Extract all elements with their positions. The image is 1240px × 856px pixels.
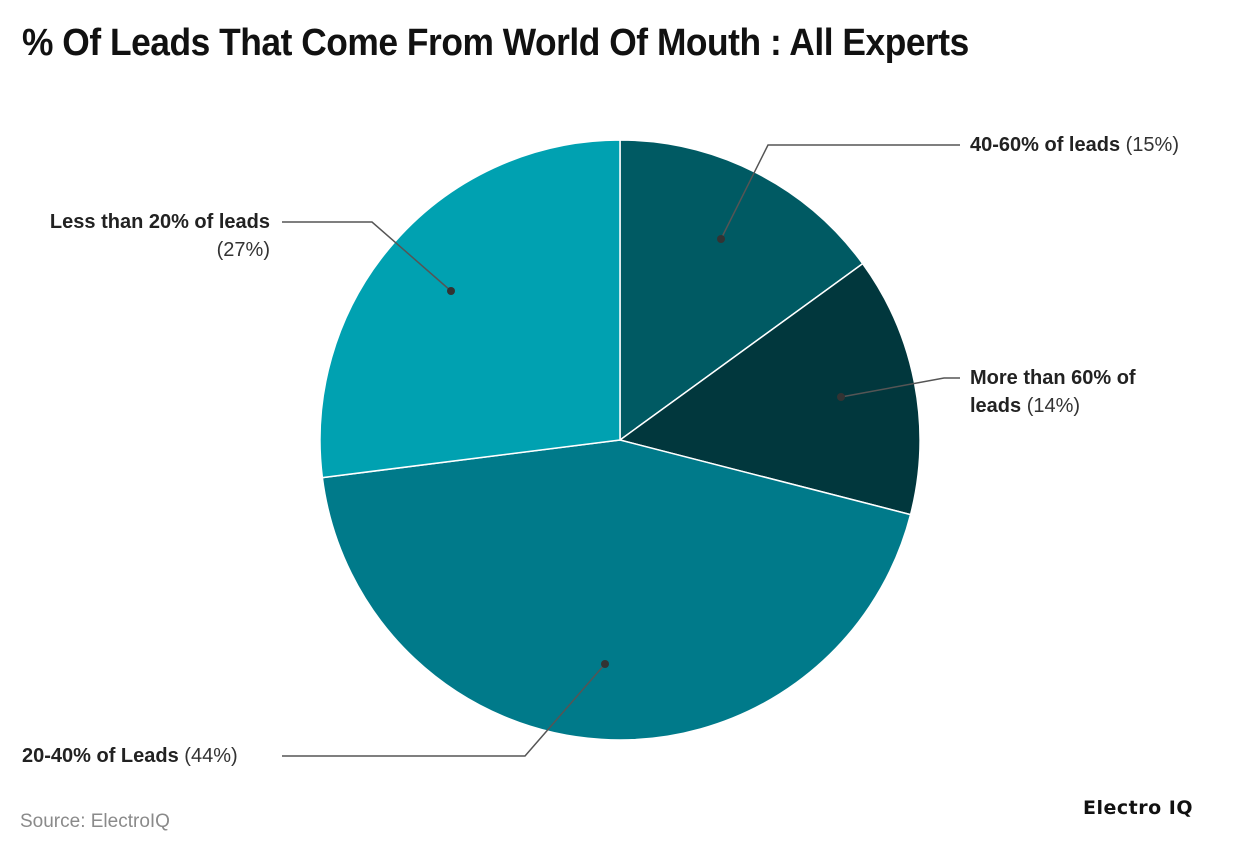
label-name: Less than 20% of leads bbox=[49, 211, 270, 233]
leader-dot-60-plus bbox=[837, 393, 845, 401]
pie-slice-40-60-of-leads bbox=[619, 139, 864, 442]
source-note: Source: ElectroIQ bbox=[20, 811, 170, 832]
label-40-60-leads: 40-60% of leads (15%) bbox=[970, 131, 1179, 159]
leader-line-20-40 bbox=[282, 663, 606, 757]
brand-logo: Electro IQ bbox=[1083, 797, 1193, 819]
leader-dot-less-20 bbox=[447, 287, 455, 295]
leader-line-less-20 bbox=[282, 221, 452, 292]
pie-slices bbox=[319, 139, 921, 741]
leader-line-40-60 bbox=[720, 144, 960, 240]
leader-dot-20-40 bbox=[601, 660, 609, 668]
label-name-line1: More than 60% of bbox=[970, 367, 1136, 389]
label-name-line2: leads bbox=[970, 395, 1022, 417]
label-name: 40-60% of leads bbox=[970, 134, 1121, 156]
label-percent: (14%) bbox=[1026, 395, 1081, 417]
leader-line-60-plus bbox=[840, 377, 960, 398]
label-name: 20-40% of Leads bbox=[22, 745, 179, 767]
pie-slice-20-40-of-leads bbox=[321, 439, 912, 741]
chart-title: % Of Leads That Come From World Of Mouth… bbox=[22, 22, 969, 64]
label-percent: (15%) bbox=[1125, 134, 1179, 156]
leader-dot-40-60 bbox=[717, 235, 725, 243]
label-20-40-leads: 20-40% of Leads (44%) bbox=[22, 742, 238, 770]
pie-slice-less-than-20-of-leads bbox=[319, 139, 621, 479]
leader-lines bbox=[282, 144, 960, 757]
label-less-than-20-leads: Less than 20% of leads (27%) bbox=[50, 208, 270, 264]
label-more-than-60-leads: More than 60% of leads (14%) bbox=[970, 364, 1136, 420]
label-percent: (27%) bbox=[216, 239, 270, 261]
label-percent: (44%) bbox=[184, 745, 238, 767]
